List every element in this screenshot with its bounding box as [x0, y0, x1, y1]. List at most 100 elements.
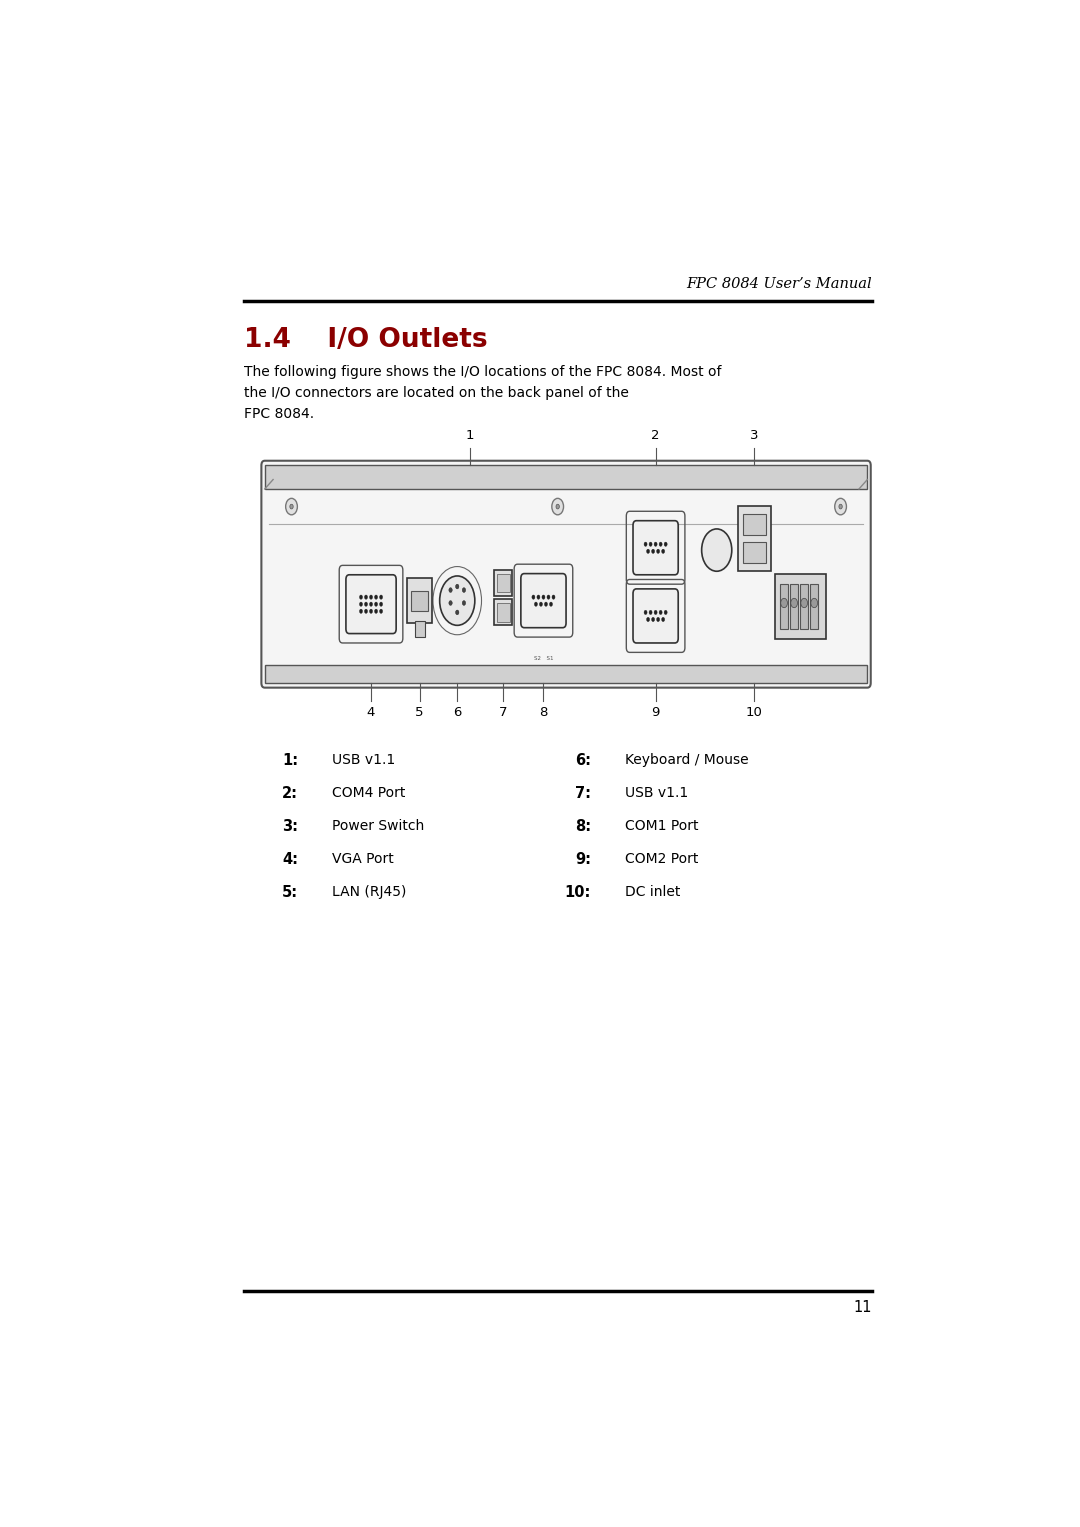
Circle shape	[552, 596, 555, 599]
Circle shape	[811, 599, 818, 608]
Text: 9: 9	[651, 707, 660, 719]
Text: 11: 11	[853, 1301, 872, 1315]
Circle shape	[462, 588, 465, 592]
Circle shape	[535, 602, 538, 606]
Circle shape	[449, 588, 453, 592]
Text: Keyboard / Mouse: Keyboard / Mouse	[624, 753, 748, 768]
Circle shape	[654, 611, 657, 614]
Circle shape	[647, 617, 649, 621]
Text: 5:: 5:	[282, 886, 298, 901]
Circle shape	[835, 498, 847, 515]
Text: 1: 1	[465, 429, 474, 441]
Text: 2:: 2:	[282, 786, 298, 802]
Bar	[775, 574, 825, 638]
Circle shape	[456, 611, 459, 615]
Circle shape	[552, 498, 564, 515]
Text: 1:: 1:	[282, 753, 298, 768]
Text: 9:: 9:	[576, 852, 591, 867]
Circle shape	[556, 504, 559, 508]
Circle shape	[449, 600, 453, 605]
Bar	[265, 666, 867, 683]
Text: FPC 8084 User’s Manual: FPC 8084 User’s Manual	[686, 278, 872, 292]
Circle shape	[375, 596, 378, 599]
Text: 3:: 3:	[282, 820, 298, 834]
Text: USB v1.1: USB v1.1	[332, 753, 395, 768]
Circle shape	[532, 596, 535, 599]
Bar	[407, 579, 432, 623]
Text: 8:: 8:	[575, 820, 591, 834]
Circle shape	[544, 602, 548, 606]
Circle shape	[537, 596, 540, 599]
Circle shape	[702, 528, 732, 571]
Circle shape	[664, 542, 667, 547]
Text: 2: 2	[651, 429, 660, 441]
FancyBboxPatch shape	[633, 521, 678, 574]
Circle shape	[644, 542, 647, 547]
Text: COM4 Port: COM4 Port	[332, 786, 405, 800]
Circle shape	[539, 602, 542, 606]
Bar	[497, 574, 510, 592]
Circle shape	[662, 550, 664, 553]
Text: 6:: 6:	[576, 753, 591, 768]
Circle shape	[440, 576, 475, 626]
Text: 1.4    I/O Outlets: 1.4 I/O Outlets	[244, 327, 487, 353]
Text: 4:: 4:	[282, 852, 298, 867]
Circle shape	[791, 599, 797, 608]
Circle shape	[550, 602, 553, 606]
Circle shape	[654, 542, 657, 547]
Circle shape	[379, 609, 382, 614]
FancyBboxPatch shape	[261, 461, 870, 687]
Bar	[415, 620, 424, 637]
Text: 7:: 7:	[576, 786, 591, 802]
Circle shape	[649, 542, 652, 547]
FancyBboxPatch shape	[633, 589, 678, 643]
Circle shape	[456, 585, 459, 589]
Circle shape	[360, 609, 363, 614]
Circle shape	[375, 602, 378, 606]
Bar	[791, 583, 798, 629]
Circle shape	[289, 504, 293, 508]
Circle shape	[365, 609, 367, 614]
Bar	[494, 600, 513, 626]
Circle shape	[285, 498, 297, 515]
Text: 7: 7	[499, 707, 508, 719]
Text: 10:: 10:	[565, 886, 591, 901]
Circle shape	[662, 617, 664, 621]
Circle shape	[542, 596, 545, 599]
Circle shape	[365, 602, 367, 606]
Text: S2  S1: S2 S1	[534, 655, 553, 661]
Text: Power Switch: Power Switch	[332, 820, 424, 834]
FancyBboxPatch shape	[346, 574, 396, 634]
Circle shape	[657, 550, 660, 553]
Bar	[743, 513, 766, 534]
Circle shape	[360, 602, 363, 606]
Text: 5: 5	[416, 707, 423, 719]
Bar	[781, 583, 788, 629]
Circle shape	[659, 611, 662, 614]
FancyBboxPatch shape	[521, 574, 566, 628]
Text: 8: 8	[539, 707, 548, 719]
Bar	[810, 583, 818, 629]
Circle shape	[365, 596, 367, 599]
Bar	[738, 505, 771, 571]
Text: 6: 6	[453, 707, 461, 719]
Bar	[743, 542, 766, 563]
Text: LAN (RJ45): LAN (RJ45)	[332, 886, 406, 899]
Circle shape	[360, 596, 363, 599]
Text: 10: 10	[746, 707, 762, 719]
Circle shape	[801, 599, 808, 608]
Circle shape	[649, 611, 652, 614]
Circle shape	[379, 602, 382, 606]
Text: 4: 4	[367, 707, 375, 719]
Circle shape	[369, 602, 373, 606]
Bar	[800, 583, 808, 629]
Circle shape	[839, 504, 842, 508]
Circle shape	[647, 550, 649, 553]
Text: COM2 Port: COM2 Port	[624, 852, 698, 866]
Circle shape	[369, 609, 373, 614]
Circle shape	[546, 596, 550, 599]
Text: USB v1.1: USB v1.1	[624, 786, 688, 800]
Bar	[497, 603, 510, 621]
Circle shape	[781, 599, 787, 608]
Bar	[411, 591, 428, 611]
